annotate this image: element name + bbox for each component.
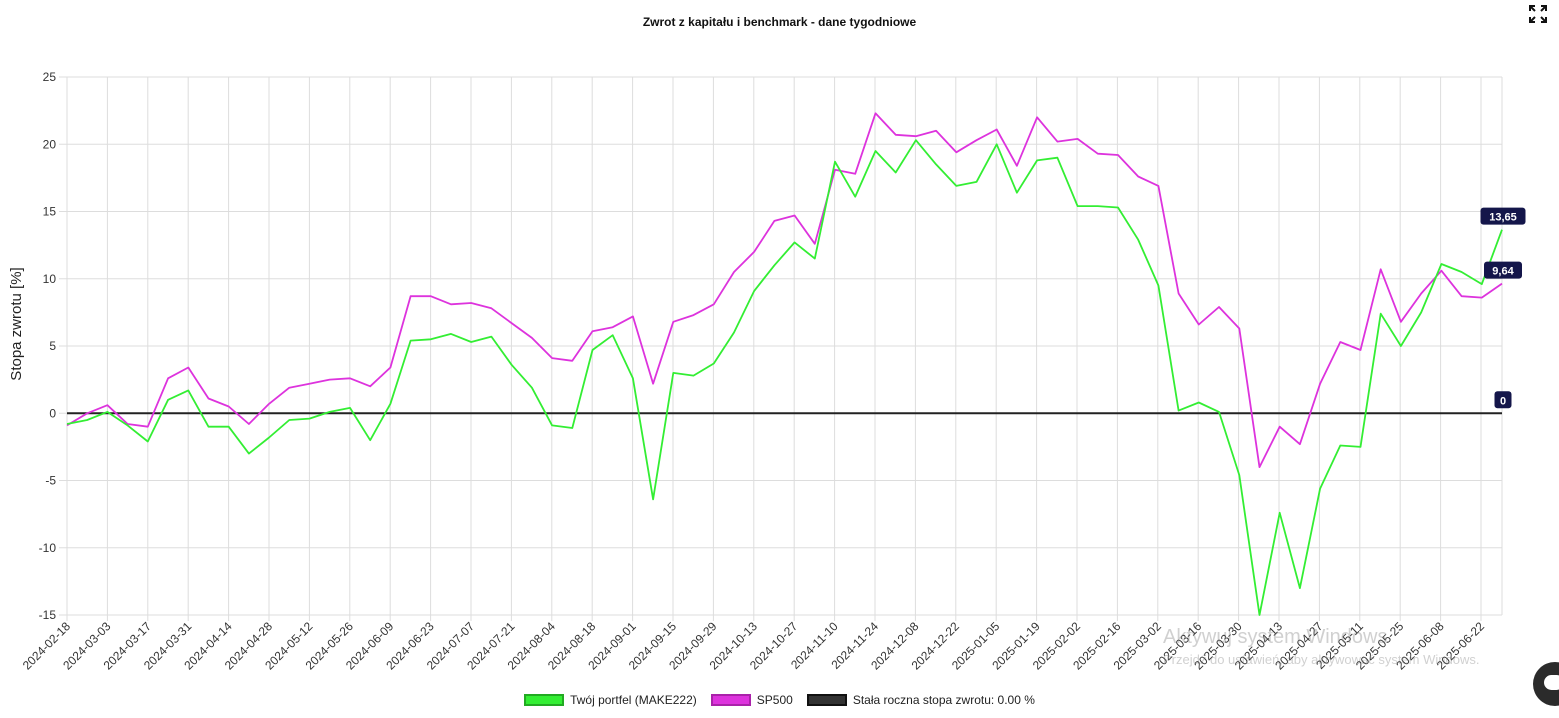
end-label-sp500: 9,64 <box>1484 261 1522 279</box>
legend-swatch-constant-rate <box>806 694 847 706</box>
y-tick-label: 20 <box>43 137 57 151</box>
end-label-constant-rate: 0 <box>1494 391 1512 409</box>
y-tick-label: -15 <box>39 608 57 622</box>
expand-icon[interactable] <box>1528 4 1548 24</box>
chart-title: Zwrot z kapitału i benchmark - dane tygo… <box>642 15 917 29</box>
end-value-labels: 13,65 9,64 0 <box>1480 207 1526 409</box>
y-tick-label: 10 <box>43 272 57 286</box>
y-tick-label: 5 <box>49 339 56 353</box>
y-axis-label: Stopa zwrotu [%] <box>8 267 25 380</box>
end-label-box <box>1494 391 1512 409</box>
end-label-text: 0 <box>1500 395 1506 407</box>
grid-lines <box>59 76 1503 621</box>
legend: Twój portfel (MAKE222) SP500 Stała roczn… <box>0 693 1559 707</box>
windows-activation-watermark-title: Aktywuj system Windows <box>1163 626 1388 648</box>
y-axis-ticks: -15 -10 -5 0 5 10 15 20 25 <box>39 70 57 622</box>
legend-item-constant-rate[interactable]: Stała roczna stopa zwrotu: 0.00 % <box>806 693 1035 707</box>
end-label-portfolio: 13,65 <box>1480 207 1526 225</box>
y-tick-label: 15 <box>43 205 57 219</box>
end-label-box <box>1484 261 1522 279</box>
series-lines <box>66 112 1503 616</box>
series-line-portfolio <box>66 139 1503 616</box>
legend-item-portfolio[interactable]: Twój portfel (MAKE222) <box>524 693 697 707</box>
legend-item-sp500[interactable]: SP500 <box>710 693 793 707</box>
y-tick-label: 0 <box>49 406 56 420</box>
legend-label-portfolio: Twój portfel (MAKE222) <box>570 693 697 707</box>
series-line-sp500 <box>66 112 1503 469</box>
legend-swatch-sp500 <box>710 694 751 706</box>
end-label-text: 9,64 <box>1492 266 1514 278</box>
legend-label-constant-rate: Stała roczna stopa zwrotu: 0.00 % <box>852 693 1035 707</box>
y-tick-label: -5 <box>45 474 56 488</box>
legend-label-sp500: SP500 <box>756 693 793 707</box>
end-label-box <box>1480 207 1526 225</box>
windows-activation-watermark-text: Przejdź do ustawień, aby aktywować syste… <box>1163 652 1480 667</box>
end-label-text: 13,65 <box>1489 212 1517 224</box>
y-tick-label: 25 <box>43 70 57 84</box>
y-tick-label: -10 <box>39 541 57 555</box>
legend-swatch-portfolio <box>524 694 565 706</box>
